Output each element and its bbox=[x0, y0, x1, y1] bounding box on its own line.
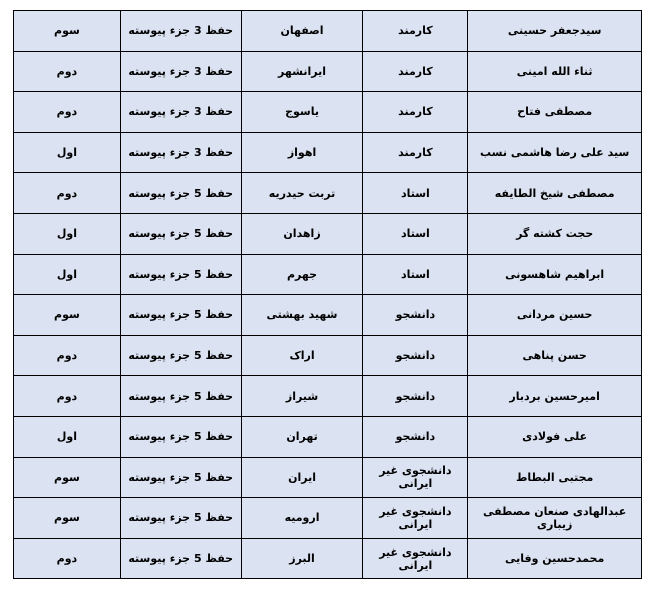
city-cell: البرز bbox=[240, 537, 364, 580]
name-cell: مصطفی شیخ الطایفه bbox=[467, 172, 642, 214]
name-cell: حسن پناهی bbox=[467, 334, 642, 377]
rank-cell: دوم bbox=[13, 50, 121, 93]
category-cell: حفظ 3 جزء پیوسته bbox=[119, 131, 242, 174]
category-cell: حفظ 3 جزء پیوسته bbox=[119, 91, 242, 133]
name-cell: سید علی رضا هاشمی نسب bbox=[467, 131, 642, 174]
city-cell: شیراز bbox=[240, 375, 364, 417]
rank-cell: دوم bbox=[13, 334, 121, 377]
table-row: مجتبی البطاط دانشجوی غیر ایرانی ایران حفظ 5… bbox=[13, 456, 642, 499]
name-cell: عبدالهادی صنعان مصطفی زیباری bbox=[467, 497, 642, 539]
city-cell: تربت حیدریه bbox=[240, 172, 364, 214]
role-cell: کارمند bbox=[362, 10, 469, 52]
role-cell: کارمند bbox=[362, 91, 469, 133]
rank-cell: اول bbox=[13, 253, 121, 296]
role-cell: دانشجو bbox=[362, 334, 469, 377]
city-cell: تهران bbox=[240, 415, 364, 458]
category-cell: حفظ 5 جزء پیوسته bbox=[119, 456, 242, 499]
table-row: حسین مردانی دانشجو شهید بهشتی حفظ 5 جزء پیو… bbox=[13, 294, 642, 336]
table-row: محمدحسین وفایی دانشجوی غیر ایرانی البرز حفظ… bbox=[13, 537, 642, 580]
role-cell: استاد bbox=[362, 212, 469, 255]
table-row: سید علی رضا هاشمی نسب کارمند اهواز حفظ 3 جز… bbox=[13, 131, 642, 174]
rank-cell: دوم bbox=[13, 172, 121, 214]
category-cell: حفظ 5 جزء پیوسته bbox=[119, 212, 242, 255]
name-cell: امیرحسین بردبار bbox=[467, 375, 642, 417]
name-cell: ثناء الله امینی bbox=[467, 50, 642, 93]
rank-cell: اول bbox=[13, 415, 121, 458]
role-cell: استاد bbox=[362, 253, 469, 296]
city-cell: جهرم bbox=[240, 253, 364, 296]
name-cell: مصطفی فتاح bbox=[467, 91, 642, 133]
name-cell: ابراهیم شاهسونی bbox=[467, 253, 642, 296]
table-row: ابراهیم شاهسونی استاد جهرم حفظ 5 جزء پیوسته… bbox=[13, 253, 642, 296]
rank-cell: اول bbox=[13, 131, 121, 174]
category-cell: حفظ 3 جزء پیوسته bbox=[119, 50, 242, 93]
role-cell: دانشجو bbox=[362, 375, 469, 417]
city-cell: یاسوج bbox=[240, 91, 364, 133]
table-row: مصطفی شیخ الطایفه استاد تربت حیدریه حفظ 5 ج… bbox=[13, 172, 642, 214]
table-row: علی فولادی دانشجو تهران حفظ 5 جزء پیوسته اول bbox=[13, 415, 642, 458]
name-cell: مجتبی البطاط bbox=[467, 456, 642, 499]
city-cell: ایرانشهر bbox=[240, 50, 364, 93]
role-cell: دانشجو bbox=[362, 294, 469, 336]
table-row: ثناء الله امینی کارمند ایرانشهر حفظ 3 جزء پ… bbox=[13, 50, 642, 93]
rank-cell: سوم bbox=[13, 497, 121, 539]
category-cell: حفظ 5 جزء پیوسته bbox=[119, 497, 242, 539]
category-cell: حفظ 5 جزء پیوسته bbox=[119, 415, 242, 458]
role-cell: دانشجوی غیر ایرانی bbox=[362, 537, 469, 580]
name-cell: علی فولادی bbox=[467, 415, 642, 458]
role-cell: کارمند bbox=[362, 131, 469, 174]
city-cell: اهواز bbox=[240, 131, 364, 174]
category-cell: حفظ 5 جزء پیوسته bbox=[119, 375, 242, 417]
results-table: سیدجعفر حسینی کارمند اصفهان حفظ 3 جزء پیوست… bbox=[13, 10, 642, 580]
rank-cell: سوم bbox=[13, 456, 121, 499]
rank-cell: سوم bbox=[13, 294, 121, 336]
rank-cell: دوم bbox=[13, 91, 121, 133]
category-cell: حفظ 5 جزء پیوسته bbox=[119, 253, 242, 296]
rank-cell: دوم bbox=[13, 375, 121, 417]
city-cell: زاهدان bbox=[240, 212, 364, 255]
results-table-body: سیدجعفر حسینی کارمند اصفهان حفظ 3 جزء پیوست… bbox=[13, 10, 642, 580]
rank-cell: سوم bbox=[13, 10, 121, 52]
city-cell: شهید بهشتی bbox=[240, 294, 364, 336]
name-cell: حسین مردانی bbox=[467, 294, 642, 336]
category-cell: حفظ 5 جزء پیوسته bbox=[119, 294, 242, 336]
role-cell: استاد bbox=[362, 172, 469, 214]
table-row: حجت کشته گر استاد زاهدان حفظ 5 جزء پیوسته او… bbox=[13, 212, 642, 255]
category-cell: حفظ 5 جزء پیوسته bbox=[119, 172, 242, 214]
name-cell: حجت کشته گر bbox=[467, 212, 642, 255]
table-row: حسن پناهی دانشجو اراک حفظ 5 جزء پیوسته دوم bbox=[13, 334, 642, 377]
city-cell: ایران bbox=[240, 456, 364, 499]
city-cell: اصفهان bbox=[240, 10, 364, 52]
role-cell: کارمند bbox=[362, 50, 469, 93]
name-cell: سیدجعفر حسینی bbox=[467, 10, 642, 52]
table-row: سیدجعفر حسینی کارمند اصفهان حفظ 3 جزء پیوست… bbox=[13, 10, 642, 52]
role-cell: دانشجوی غیر ایرانی bbox=[362, 497, 469, 539]
category-cell: حفظ 3 جزء پیوسته bbox=[119, 10, 242, 52]
city-cell: اراک bbox=[240, 334, 364, 377]
role-cell: دانشجوی غیر ایرانی bbox=[362, 456, 469, 499]
table-row: عبدالهادی صنعان مصطفی زیباری دانشجوی غیر … bbox=[13, 497, 642, 539]
category-cell: حفظ 5 جزء پیوسته bbox=[119, 537, 242, 580]
city-cell: ارومیه bbox=[240, 497, 364, 539]
role-cell: دانشجو bbox=[362, 415, 469, 458]
rank-cell: اول bbox=[13, 212, 121, 255]
name-cell: محمدحسین وفایی bbox=[467, 537, 642, 580]
table-row: مصطفی فتاح کارمند یاسوج حفظ 3 جزء پیوسته دوم bbox=[13, 91, 642, 133]
rank-cell: دوم bbox=[13, 537, 121, 580]
category-cell: حفظ 5 جزء پیوسته bbox=[119, 334, 242, 377]
table-row: امیرحسین بردبار دانشجو شیراز حفظ 5 جزء پیوس… bbox=[13, 375, 642, 417]
